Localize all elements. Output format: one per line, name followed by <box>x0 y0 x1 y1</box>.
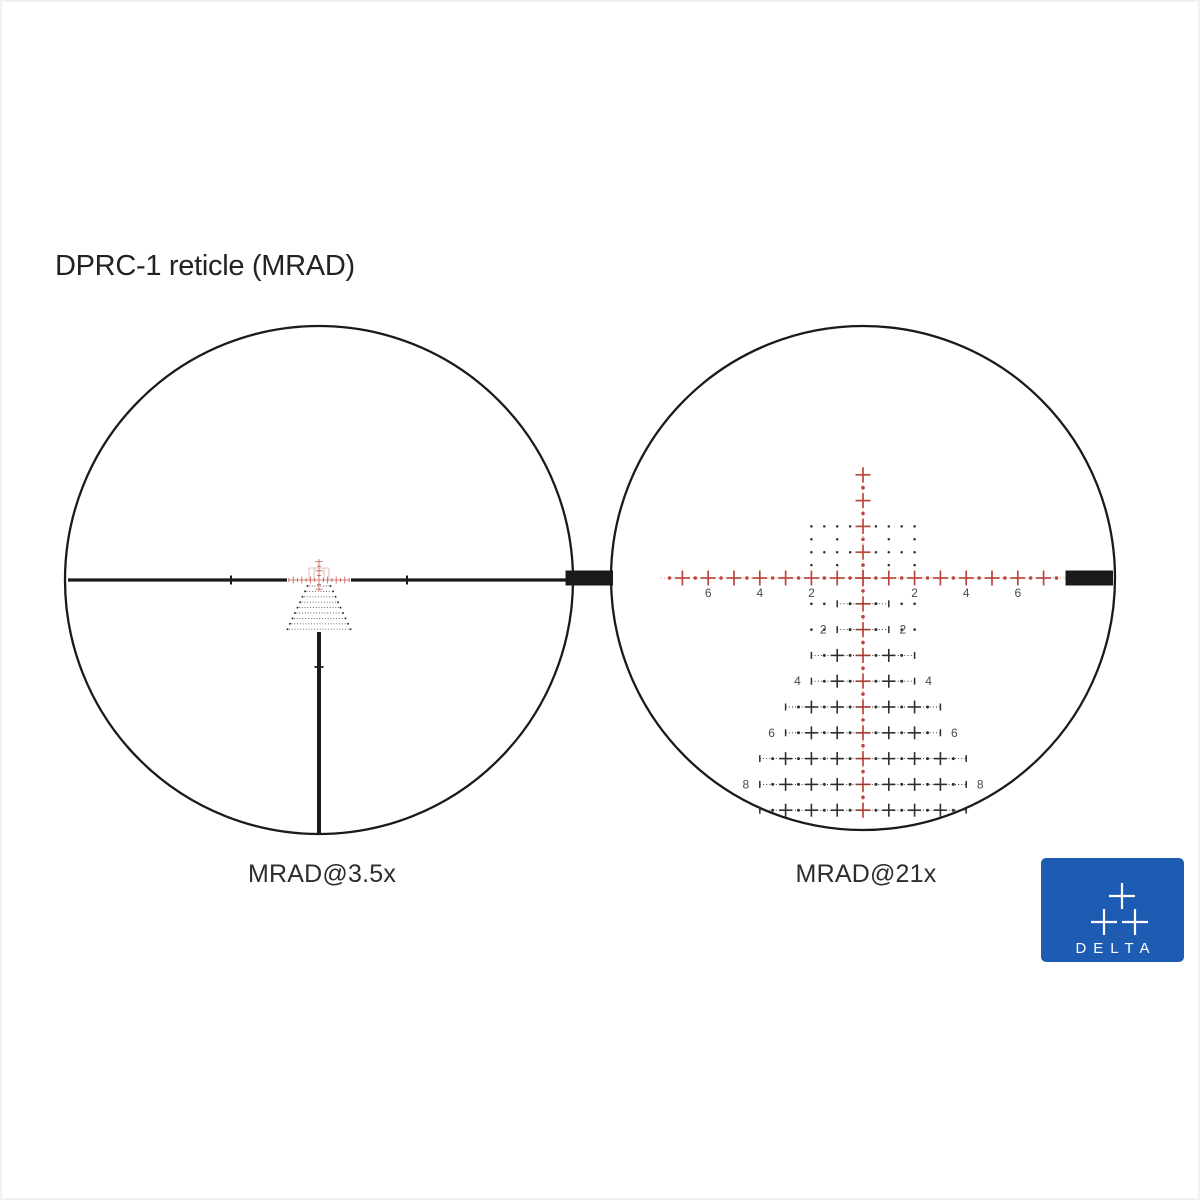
delta-brand-text: DELTA <box>1075 940 1157 957</box>
caption-mrad-3-5x: MRAD@3.5x <box>247 860 397 888</box>
reticle-3-5x <box>68 559 570 835</box>
holdover-tree: 2 2 4 4 6 6 8 8 <box>742 600 984 817</box>
axis-number: 2 <box>911 586 918 600</box>
tree-row-number: 4 <box>925 674 932 688</box>
tree-row-number: 8 <box>742 777 749 791</box>
reticle-21x: 2 2 4 4 6 6 2 2 4 4 6 6 8 8 <box>565 467 1113 821</box>
left-post-bar <box>565 570 613 586</box>
axis-number: 2 <box>808 586 815 600</box>
plus-icon <box>1109 883 1135 909</box>
plus-icon <box>1122 909 1148 935</box>
page-title: DPRC-1 reticle (MRAD) <box>55 250 355 282</box>
delta-logo: DELTA <box>1041 858 1184 962</box>
axis-number: 4 <box>756 586 763 600</box>
mini-red-reticle <box>288 559 350 591</box>
mini-holdover-tree <box>286 585 352 631</box>
axis-number: 6 <box>705 586 712 600</box>
delta-logo-plus-icons <box>1091 883 1148 935</box>
axis-number: 6 <box>1014 586 1021 600</box>
tree-row-number: 6 <box>951 726 958 740</box>
ranging-dot-grid <box>810 525 916 567</box>
tree-row-number: 8 <box>977 777 984 791</box>
caption-mrad-21x: MRAD@21x <box>795 860 937 888</box>
right-post-bar <box>1065 570 1113 586</box>
tree-row-number: 2 <box>899 623 906 637</box>
tree-row-number: 4 <box>794 674 801 688</box>
tree-row-number: 2 <box>820 623 827 637</box>
plus-icon <box>1091 909 1117 935</box>
axis-number: 4 <box>963 586 970 600</box>
tree-row-number: 6 <box>768 726 775 740</box>
